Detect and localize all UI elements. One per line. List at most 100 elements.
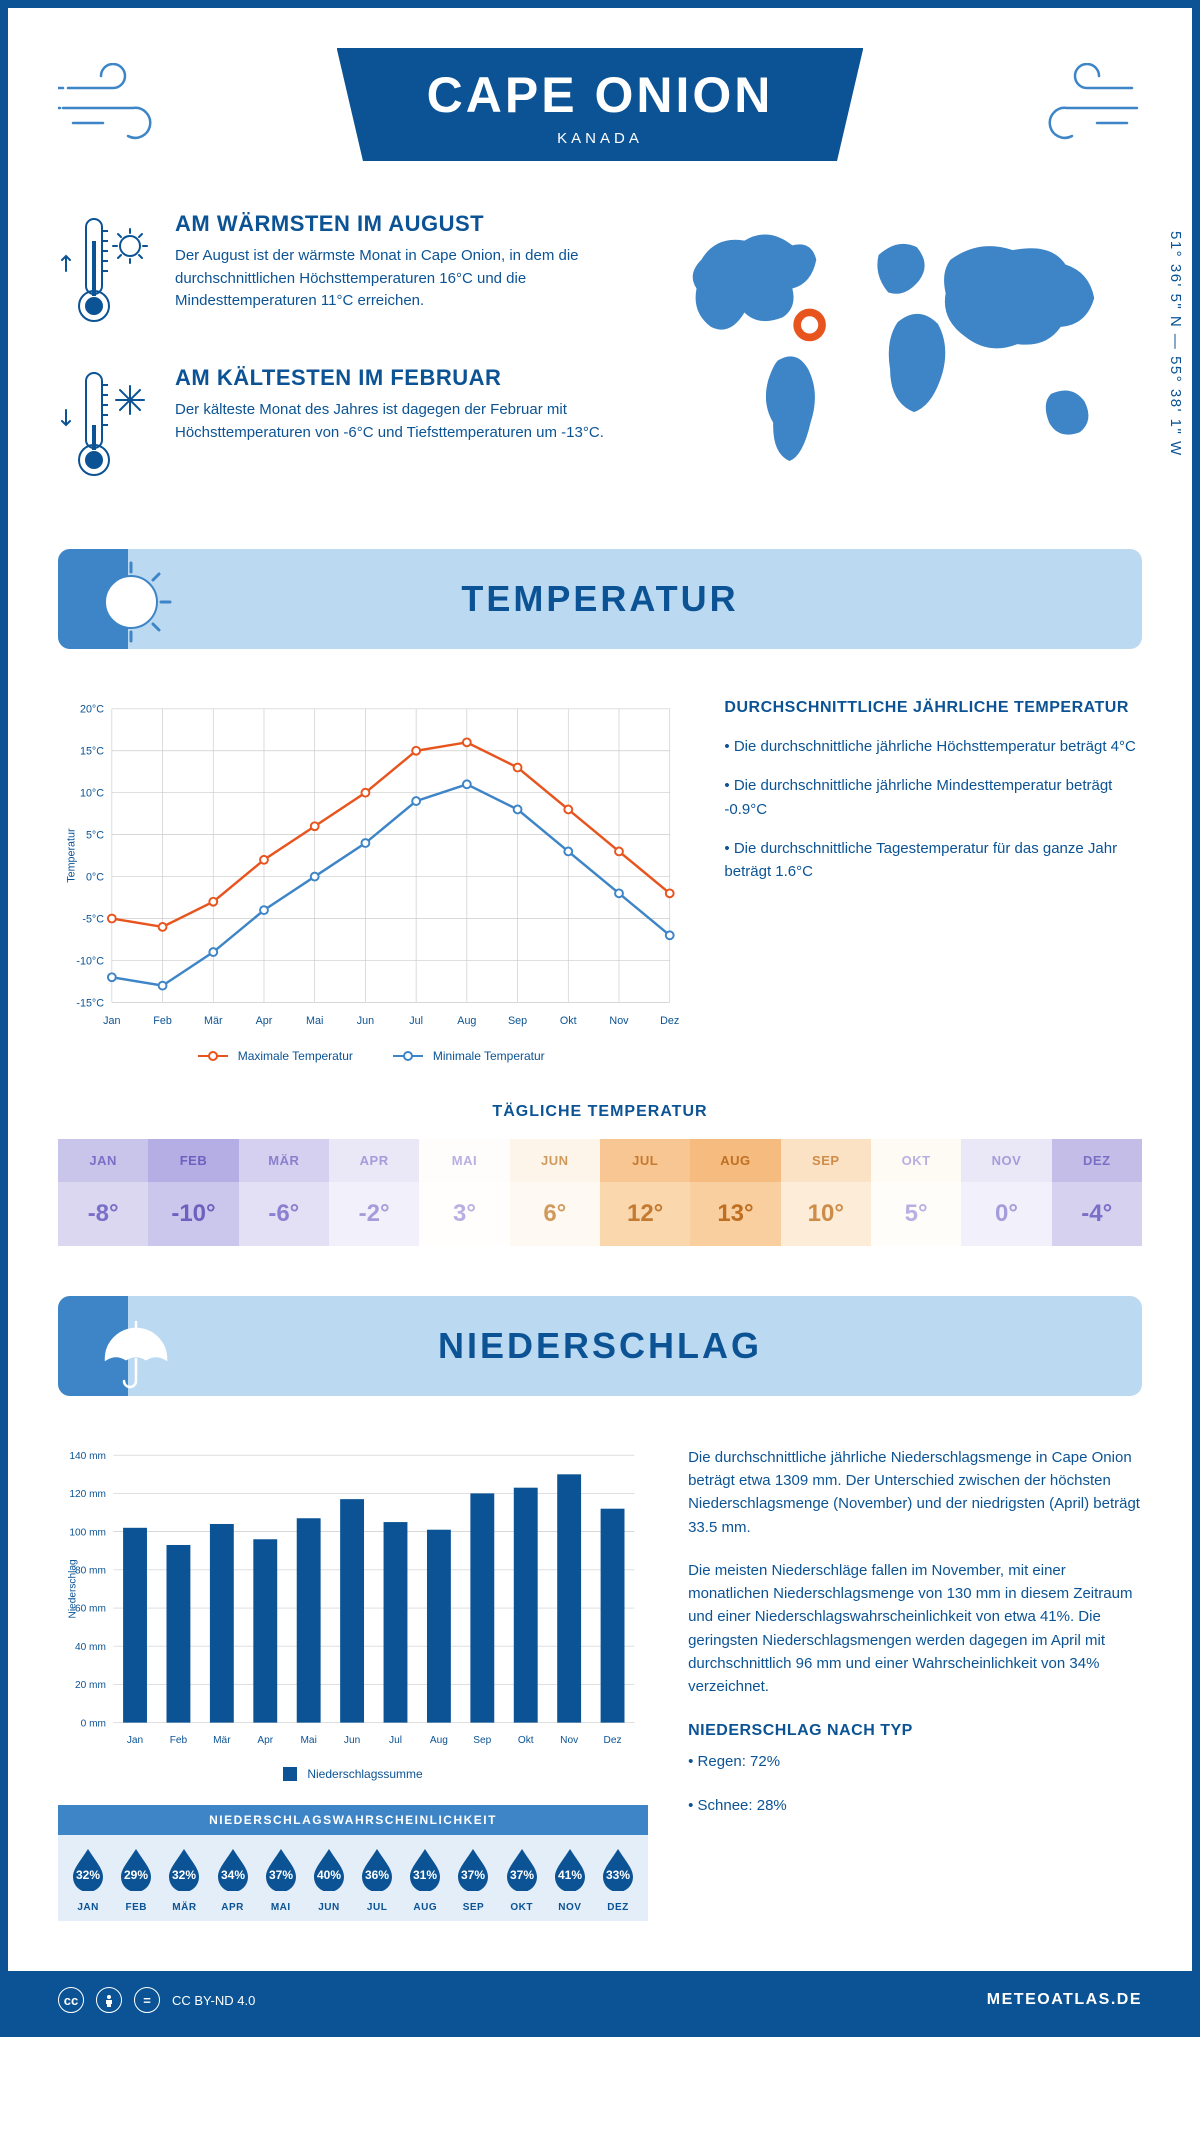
wind-icon bbox=[1022, 63, 1142, 153]
coordinates: 51° 36' 5" N — 55° 38' 1" W bbox=[1167, 231, 1184, 457]
svg-text:20 mm: 20 mm bbox=[75, 1680, 106, 1691]
drop-icon: 37% bbox=[503, 1847, 541, 1891]
daily-month: APR bbox=[329, 1139, 419, 1182]
thermometer-sun-icon bbox=[58, 211, 153, 331]
daily-month: JUN bbox=[510, 1139, 600, 1182]
coldest-block: AM KÄLTESTEN IM FEBRUAR Der kälteste Mon… bbox=[58, 365, 633, 485]
daily-cell: MÄR -6° bbox=[239, 1139, 329, 1246]
daily-cell: JUL 12° bbox=[600, 1139, 690, 1246]
daily-month: FEB bbox=[148, 1139, 238, 1182]
svg-text:Mai: Mai bbox=[301, 1735, 317, 1746]
daily-month: MÄR bbox=[239, 1139, 329, 1182]
daily-cell: JUN 6° bbox=[510, 1139, 600, 1246]
svg-text:31%: 31% bbox=[413, 1868, 437, 1882]
drop-icon: 32% bbox=[69, 1847, 107, 1891]
svg-text:Nov: Nov bbox=[560, 1735, 579, 1746]
country: KANADA bbox=[427, 130, 774, 147]
svg-text:40 mm: 40 mm bbox=[75, 1642, 106, 1653]
precip-type-title: NIEDERSCHLAG NACH TYP bbox=[688, 1722, 1142, 1740]
prob-cell: 32% MÄR bbox=[160, 1847, 208, 1913]
daily-value: -8° bbox=[58, 1182, 148, 1246]
daily-month: DEZ bbox=[1052, 1139, 1142, 1182]
temp-banner: TEMPERATUR bbox=[58, 549, 1142, 649]
prob-month: JAN bbox=[64, 1902, 112, 1913]
svg-text:37%: 37% bbox=[269, 1868, 293, 1882]
precip-banner: NIEDERSCHLAG bbox=[58, 1296, 1142, 1396]
content: CAPE ONION KANADA bbox=[8, 8, 1192, 1921]
svg-text:5°C: 5°C bbox=[86, 830, 104, 842]
daily-value: 0° bbox=[961, 1182, 1051, 1246]
daily-value: -4° bbox=[1052, 1182, 1142, 1246]
prob-month: MAI bbox=[257, 1902, 305, 1913]
svg-text:140 mm: 140 mm bbox=[69, 1451, 106, 1462]
daily-cell: DEZ -4° bbox=[1052, 1139, 1142, 1246]
svg-text:Sep: Sep bbox=[473, 1735, 491, 1746]
temp-side-b2: • Die durchschnittliche jährliche Mindes… bbox=[724, 774, 1142, 821]
svg-text:0°C: 0°C bbox=[86, 871, 104, 883]
svg-text:Temperatur: Temperatur bbox=[66, 828, 78, 883]
prob-month: AUG bbox=[401, 1902, 449, 1913]
cc-icon: cc bbox=[58, 1987, 84, 2013]
precip-banner-title: NIEDERSCHLAG bbox=[58, 1325, 1142, 1367]
svg-text:60 mm: 60 mm bbox=[75, 1603, 106, 1614]
warmest-desc: Der August ist der wärmste Monat in Cape… bbox=[175, 245, 633, 313]
svg-text:36%: 36% bbox=[365, 1868, 389, 1882]
prob-cell: 36% JUL bbox=[353, 1847, 401, 1913]
nd-icon: = bbox=[134, 1987, 160, 2013]
probability-panel: NIEDERSCHLAGSWAHRSCHEINLICHKEIT 32% JAN … bbox=[58, 1805, 648, 1921]
precip-legend: Niederschlagssumme bbox=[58, 1767, 648, 1781]
footer: cc = CC BY-ND 4.0 METEOATLAS.DE bbox=[8, 1971, 1192, 2029]
location-title: CAPE ONION bbox=[427, 66, 774, 124]
coldest-text: AM KÄLTESTEN IM FEBRUAR Der kälteste Mon… bbox=[175, 365, 633, 485]
footer-license: cc = CC BY-ND 4.0 bbox=[58, 1987, 255, 2013]
svg-text:-15°C: -15°C bbox=[76, 997, 104, 1009]
daily-value: -2° bbox=[329, 1182, 419, 1246]
svg-text:40%: 40% bbox=[317, 1868, 341, 1882]
svg-text:10°C: 10°C bbox=[80, 788, 104, 800]
svg-text:Dez: Dez bbox=[660, 1015, 679, 1027]
temp-banner-title: TEMPERATUR bbox=[58, 578, 1142, 620]
drop-icon: 41% bbox=[551, 1847, 589, 1891]
daily-cell: MAI 3° bbox=[419, 1139, 509, 1246]
svg-text:32%: 32% bbox=[172, 1868, 196, 1882]
daily-value: 3° bbox=[419, 1182, 509, 1246]
daily-month: JUL bbox=[600, 1139, 690, 1182]
drop-icon: 37% bbox=[454, 1847, 492, 1891]
svg-text:Jun: Jun bbox=[344, 1735, 360, 1746]
daily-month: AUG bbox=[690, 1139, 780, 1182]
legend-min-label: Minimale Temperatur bbox=[433, 1049, 545, 1063]
daily-value: 10° bbox=[781, 1182, 871, 1246]
drop-icon: 40% bbox=[310, 1847, 348, 1891]
by-icon bbox=[96, 1987, 122, 2013]
warmest-title: AM WÄRMSTEN IM AUGUST bbox=[175, 211, 633, 237]
svg-text:Feb: Feb bbox=[153, 1015, 172, 1027]
legend-max: Maximale Temperatur bbox=[198, 1049, 353, 1063]
daily-value: 6° bbox=[510, 1182, 600, 1246]
prob-month: APR bbox=[209, 1902, 257, 1913]
svg-text:0 mm: 0 mm bbox=[81, 1718, 106, 1729]
svg-text:41%: 41% bbox=[558, 1868, 582, 1882]
daily-title: TÄGLICHE TEMPERATUR bbox=[58, 1103, 1142, 1121]
svg-text:100 mm: 100 mm bbox=[69, 1527, 106, 1538]
prob-month: FEB bbox=[112, 1902, 160, 1913]
svg-text:Nov: Nov bbox=[609, 1015, 629, 1027]
prob-title: NIEDERSCHLAGSWAHRSCHEINLICHKEIT bbox=[58, 1805, 648, 1835]
svg-text:33%: 33% bbox=[606, 1868, 630, 1882]
page: CAPE ONION KANADA bbox=[0, 0, 1200, 2037]
coldest-title: AM KÄLTESTEN IM FEBRUAR bbox=[175, 365, 633, 391]
svg-text:Aug: Aug bbox=[430, 1735, 448, 1746]
daily-month: MAI bbox=[419, 1139, 509, 1182]
thermometer-snow-icon bbox=[58, 365, 153, 485]
precip-p2: Die meisten Niederschläge fallen im Nove… bbox=[688, 1559, 1142, 1699]
drop-icon: 36% bbox=[358, 1847, 396, 1891]
svg-text:37%: 37% bbox=[461, 1868, 485, 1882]
svg-text:Aug: Aug bbox=[457, 1015, 476, 1027]
precip-side: Die durchschnittliche jährliche Niedersc… bbox=[688, 1446, 1142, 1921]
drop-icon: 33% bbox=[599, 1847, 637, 1891]
prob-cell: 37% MAI bbox=[257, 1847, 305, 1913]
prob-cell: 37% OKT bbox=[498, 1847, 546, 1913]
intro-section: AM WÄRMSTEN IM AUGUST Der August ist der… bbox=[58, 211, 1142, 519]
daily-value: -6° bbox=[239, 1182, 329, 1246]
precip-chart-col: 0 mm20 mm40 mm60 mm80 mm100 mm120 mm140 … bbox=[58, 1446, 648, 1921]
prob-cell: 31% AUG bbox=[401, 1847, 449, 1913]
